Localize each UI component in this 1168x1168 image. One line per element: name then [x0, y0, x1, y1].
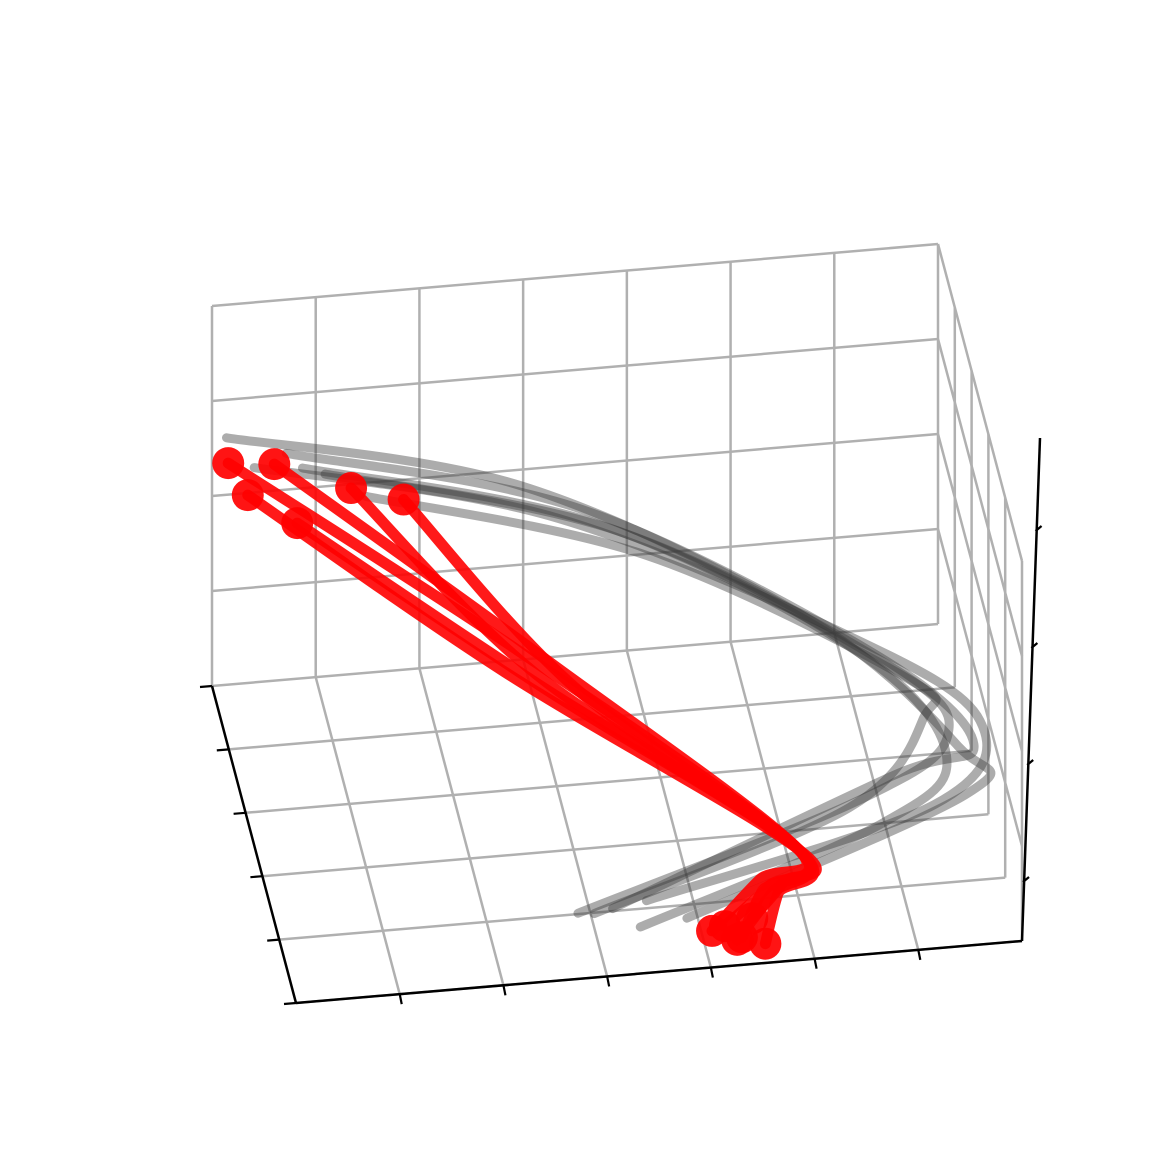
end-marker-7 [258, 448, 291, 481]
gray-trajectory-0 [320, 469, 954, 918]
y-axis-line [210, 685, 298, 1004]
z-axis-line [1020, 437, 1042, 942]
z-tick [1030, 642, 1039, 649]
floor-grid-line [625, 650, 713, 968]
floor-grid-line [211, 622, 939, 688]
back-wall-grid-line [211, 527, 939, 593]
gray-trajectory-2 [249, 463, 992, 906]
floor-grid-line [262, 812, 989, 878]
back-wall-grid-line [211, 242, 939, 308]
floor-grid-line [521, 659, 609, 977]
y-tick [283, 1001, 297, 1006]
floor-grid-line [245, 749, 972, 815]
floor-grid-line [418, 667, 505, 986]
floor-grid-line [314, 676, 401, 995]
gray-trajectory-4 [222, 433, 996, 923]
x-tick [917, 949, 922, 961]
red-trajectory-11 [291, 517, 817, 946]
end-marker-10 [231, 479, 264, 512]
floor-grid-line [833, 632, 920, 951]
x-axis-line [295, 939, 1023, 1005]
end-marker-11 [281, 507, 314, 540]
floor-grid-line [729, 641, 816, 960]
end-marker-6 [335, 472, 368, 505]
x-tick [709, 967, 714, 978]
back-wall-grid-line [211, 432, 939, 498]
x-tick [502, 985, 507, 996]
axes [199, 437, 1043, 1006]
start-marker-8 [749, 927, 782, 960]
x-tick [606, 976, 611, 987]
z-tick [1026, 759, 1034, 766]
y-tick [233, 811, 246, 815]
gray-trajectories [222, 433, 996, 932]
grid [210, 242, 1024, 1005]
y-tick [199, 684, 213, 689]
y-tick [267, 938, 280, 942]
z-tick [1034, 525, 1043, 532]
start-marker-11 [721, 923, 754, 956]
trajectory-endpoints [212, 447, 782, 960]
end-marker-8 [212, 447, 245, 480]
x-tick [398, 993, 403, 1005]
end-marker-9 [387, 483, 420, 516]
z-tick [1022, 876, 1030, 883]
back-wall-grid-line [211, 337, 939, 403]
side-wall-grid-line [936, 528, 1024, 847]
side-wall-grid-line [936, 243, 1024, 562]
y-tick [216, 748, 229, 752]
gray-trajectory-5 [297, 463, 952, 932]
y-tick [250, 875, 263, 879]
floor-grid-line [279, 876, 1006, 941]
x-tick [813, 958, 818, 969]
red-trajectories [222, 457, 822, 950]
gray-trajectory-3 [361, 491, 941, 919]
side-wall-grid-line [936, 433, 1024, 752]
gray-trajectory-1 [281, 448, 979, 914]
side-wall-grid-line [936, 338, 1024, 657]
start-marker-9 [696, 914, 729, 947]
